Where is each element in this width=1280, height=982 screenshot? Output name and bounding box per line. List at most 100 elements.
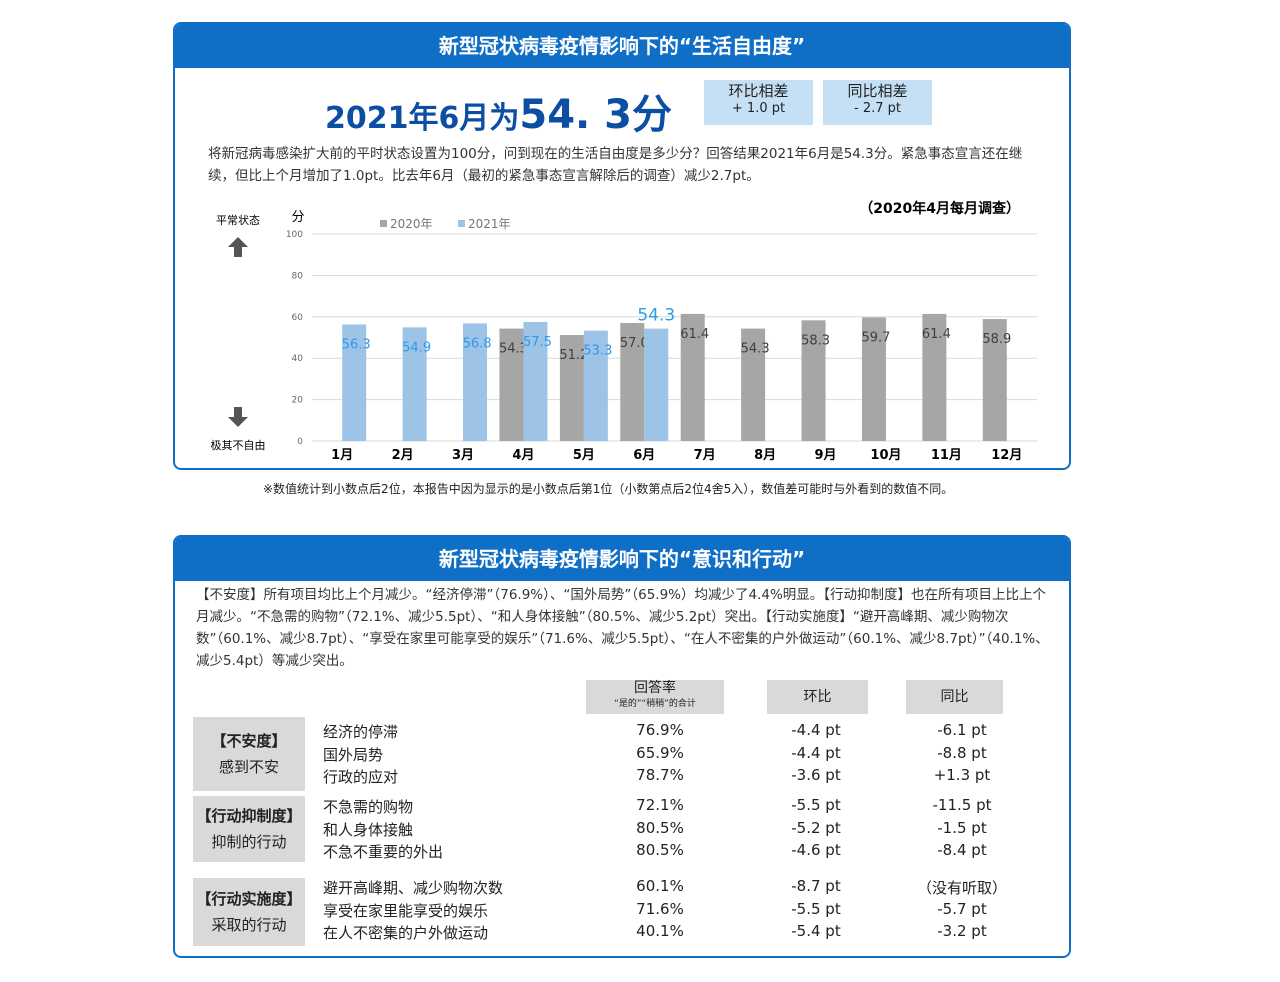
item-label: 不急需的购物 <box>323 798 414 816</box>
data-label: 51.2 <box>559 348 588 363</box>
y-tick-label: 40 <box>292 354 304 364</box>
badge: 同比相差 - 2.7 pt <box>823 80 932 125</box>
item-label: 不急不重要的外出 <box>323 843 444 861</box>
item-label: 经济的停滞 <box>323 723 399 741</box>
item-value: 80.5% <box>636 841 684 859</box>
badge-label: 环比相差 <box>728 82 789 100</box>
item-value: +1.3 pt <box>933 766 991 784</box>
item-value: -4.4 pt <box>791 743 841 762</box>
item-value: -4.6 pt <box>791 841 841 859</box>
item-value: 72.1% <box>636 796 684 814</box>
item-value: -1.5 pt <box>937 818 987 837</box>
x-tick-label: 2月 <box>392 448 414 463</box>
description: 【不安度】所有项目均比上个月减少。“经济停滞”（76.9%）、“国外局势”（65… <box>196 587 1049 669</box>
legend-swatch <box>458 220 465 227</box>
bar <box>499 328 524 441</box>
y-tick-label: 20 <box>292 396 304 406</box>
item-value: -5.5 pt <box>791 899 841 918</box>
item-value: -3.6 pt <box>791 766 841 784</box>
group-label: 【行动抑制度】 <box>196 807 302 825</box>
bar <box>680 313 705 441</box>
data-label: 54.3 <box>499 342 528 357</box>
arrow-down <box>228 407 248 427</box>
item-value: -4.4 pt <box>791 721 841 739</box>
badge-value: - 2.7 pt <box>854 101 901 116</box>
x-tick-label: 12月 <box>991 448 1022 463</box>
item-value: -5.7 pt <box>937 899 987 918</box>
data-label: 54.3 <box>637 306 675 326</box>
arrow-up <box>228 237 248 257</box>
data-label: 59.7 <box>861 330 890 345</box>
annotation: 极其不自由 <box>211 438 266 452</box>
bar <box>342 324 367 441</box>
bar <box>463 323 488 441</box>
y-tick-label: 0 <box>297 437 303 447</box>
x-tick-label: 7月 <box>694 448 716 463</box>
item-value: 71.6% <box>636 899 684 918</box>
bar <box>402 327 427 441</box>
item-label: 在人不密集的户外做运动 <box>323 924 489 942</box>
column-header: 环比 <box>767 680 868 714</box>
badge: 环比相差 + 1.0 pt <box>704 80 813 125</box>
panel-behavior: 新型冠状病毒疫情影响下的“意识和行动” <box>173 535 1071 958</box>
headline: 2021年6月为54. 3分 <box>325 82 672 140</box>
legend-label: 2020年 <box>390 217 433 231</box>
item-value: -8.4 pt <box>937 841 987 859</box>
item-value: 60.1% <box>636 877 684 895</box>
bar <box>620 323 645 441</box>
bar <box>583 330 608 441</box>
group-label: 【不安度】 感到不安 <box>193 717 305 791</box>
chart-note: （2020年4月每月调查） <box>859 200 1020 217</box>
data-label: 57.0 <box>620 336 649 351</box>
x-tick-label: 11月 <box>931 448 962 463</box>
item-value: -5.2 pt <box>791 818 841 837</box>
header-label: 回答率 <box>634 680 676 696</box>
bar <box>644 328 669 441</box>
group-sublabel: 抑制的行动 <box>211 833 287 851</box>
group-label: 【行动实施度】 采取的行动 <box>193 878 305 946</box>
badge-label: 同比相差 <box>847 82 908 100</box>
group-sublabel: 采取的行动 <box>211 916 287 934</box>
data-label: 54.9 <box>402 340 431 355</box>
y-tick-label: 60 <box>292 313 304 323</box>
item-label: 国外局势 <box>323 745 384 764</box>
badge-value: + 1.0 pt <box>731 101 786 116</box>
x-tick-label: 6月 <box>633 448 655 463</box>
item-value: 76.9% <box>636 721 684 739</box>
item-value: -8.7 pt <box>791 877 841 895</box>
data-label: 56.8 <box>463 336 492 351</box>
x-tick-label: 5月 <box>573 448 595 463</box>
item-value: 78.7% <box>636 766 684 784</box>
bar <box>523 321 548 441</box>
item-value: -6.1 pt <box>937 721 987 739</box>
group-label: 【不安度】 <box>211 732 287 750</box>
x-tick-label: 4月 <box>512 448 534 463</box>
annotation: 平常状态 <box>216 213 260 227</box>
header-label: 同比 <box>940 689 969 705</box>
header-label: 环比 <box>803 689 832 705</box>
item-label: 和人身体接触 <box>323 820 414 839</box>
bar <box>861 317 886 441</box>
legend-swatch <box>380 220 387 227</box>
bar <box>982 319 1007 441</box>
data-label: 61.4 <box>680 327 709 342</box>
header-sublabel: “是的”“稍稍”的合计 <box>614 699 696 709</box>
legend-label: 2021年 <box>468 217 511 231</box>
headline-prefix: 2021年6月为 <box>325 101 520 136</box>
item-value: 40.1% <box>636 922 684 940</box>
description: 将新冠病毒感染扩大前的平时状态设置为100分，问到现在的生活自由度是多少分？回答… <box>208 146 1023 184</box>
bar <box>801 320 826 441</box>
item-value: -8.8 pt <box>937 743 987 762</box>
column-header: 回答率 “是的”“稍稍”的合计 <box>586 680 724 714</box>
item-value: 65.9% <box>636 743 684 762</box>
x-tick-label: 8月 <box>754 448 776 463</box>
data-label: 61.4 <box>922 327 951 342</box>
headline-value: 54. 3分 <box>519 92 672 138</box>
item-label: 行政的应对 <box>323 768 399 786</box>
bar <box>922 313 947 441</box>
data-label: 58.3 <box>801 333 830 348</box>
item-value: -5.4 pt <box>791 922 841 940</box>
y-tick-label: 100 <box>286 230 303 240</box>
